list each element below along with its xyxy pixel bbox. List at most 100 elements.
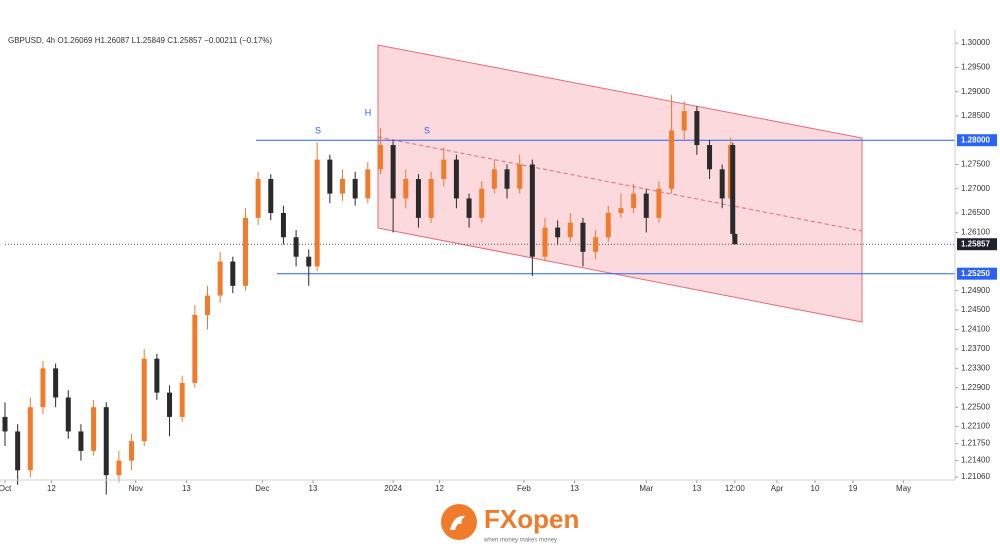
candle-body	[441, 159, 447, 180]
candle-body	[205, 295, 210, 315]
x-tick-label: Apr	[771, 484, 784, 493]
level-label: 1.25250	[961, 269, 990, 278]
y-tick-label: 1.23300	[961, 363, 990, 372]
candle-body	[732, 233, 738, 245]
candle-body	[517, 164, 523, 189]
candle-body	[365, 169, 371, 199]
candle-body	[154, 358, 160, 393]
candle-body	[719, 169, 725, 199]
brand-name: FXopen	[484, 504, 579, 534]
candle-body	[103, 407, 109, 476]
y-tick-label: 1.21750	[961, 439, 990, 448]
candle-body	[643, 193, 649, 218]
candle-body	[15, 431, 21, 471]
annotation: S	[424, 125, 430, 135]
candle-body	[694, 111, 700, 146]
x-tick-label: 13	[692, 484, 701, 493]
y-tick-label: 1.22500	[961, 402, 990, 411]
y-tick-label: 1.27500	[961, 160, 990, 169]
y-tick-label: 1.30000	[961, 38, 990, 47]
candle-body	[230, 261, 236, 286]
x-tick-label: 12	[435, 484, 444, 493]
y-tick-label: 1.21060	[961, 472, 990, 481]
candle-body	[403, 179, 409, 199]
x-tick-label: 19	[849, 484, 858, 493]
candle-body	[293, 237, 299, 257]
y-tick-label: 1.26500	[961, 208, 990, 217]
annotation: H	[365, 107, 372, 117]
x-tick-label: May	[896, 484, 911, 493]
candle-body	[242, 217, 248, 286]
candle-body	[631, 193, 637, 209]
candle-body	[352, 179, 358, 199]
candle-body	[504, 169, 510, 189]
candle-body	[390, 145, 396, 199]
y-tick-label: 1.24100	[961, 325, 990, 334]
candle-body	[116, 460, 122, 476]
last-price-label: 1.25857	[961, 239, 990, 248]
x-tick-label: Dec	[255, 484, 269, 493]
candle-body	[129, 441, 135, 461]
candle-body	[306, 256, 312, 267]
candle-body	[217, 261, 223, 296]
candle-body	[141, 358, 147, 442]
candle-body	[479, 188, 485, 218]
candle-body	[580, 222, 586, 252]
candle-body	[707, 145, 713, 170]
y-tick-label: 1.24900	[961, 286, 990, 295]
candle-body	[280, 213, 286, 238]
candle-body	[91, 407, 97, 451]
y-tick-label: 1.22100	[961, 422, 990, 431]
annotation: S	[315, 125, 321, 135]
y-tick-label: 1.23700	[961, 344, 990, 353]
level-label: 1.28000	[961, 135, 990, 144]
candle-body	[567, 222, 573, 238]
chart-title: GBPUSD, 4h O1.26069 H1.26087 L1.25849 C1…	[8, 36, 272, 45]
y-tick-label: 1.22900	[961, 383, 990, 392]
y-tick-label: 1.24500	[961, 305, 990, 314]
candle-body	[192, 314, 198, 383]
candle-body	[179, 382, 185, 417]
candle-body	[53, 368, 59, 398]
candle-body	[529, 164, 535, 257]
candle-body	[428, 179, 434, 218]
candle-body	[327, 159, 333, 194]
candle-body	[27, 407, 33, 471]
candle-body	[555, 227, 561, 238]
candle-body	[377, 145, 383, 170]
x-tick-label: Oct	[0, 484, 12, 493]
y-tick-label: 1.26100	[961, 228, 990, 237]
x-tick-label: 2024	[384, 484, 402, 493]
x-tick-label: 13	[570, 484, 579, 493]
candle-body	[167, 392, 173, 417]
candle-body	[656, 188, 662, 218]
channel-midline	[377, 136, 863, 232]
candle-body	[466, 198, 472, 218]
y-tick-label: 1.29000	[961, 87, 990, 96]
y-tick-label: 1.28500	[961, 111, 990, 120]
candle-body	[415, 179, 421, 218]
plot-layer: 1.30000 1.29500 1.29000 1.28500 1.27500 1.270…	[0, 38, 997, 495]
candle-body	[669, 130, 675, 189]
candle-body	[681, 111, 687, 131]
y-tick-label: 1.27000	[961, 184, 990, 193]
brand-tagline: when money makes money	[483, 538, 557, 544]
x-tick-label: Feb	[517, 484, 531, 493]
candle-body	[268, 179, 274, 214]
candle-body	[491, 169, 497, 189]
y-tick-label: 1.21400	[961, 456, 990, 465]
last-price-box	[957, 238, 997, 251]
candle-body	[605, 213, 611, 238]
x-tick-label: 12:00	[725, 484, 746, 493]
x-tick-label: 13	[309, 484, 318, 493]
level-label-box	[957, 134, 997, 147]
candle-body	[618, 208, 624, 214]
y-tick-label: 1.29500	[961, 62, 990, 71]
candle-body	[78, 431, 84, 451]
brand-logo: FXopen when money makes money	[441, 504, 579, 544]
x-tick-label: 10	[811, 484, 820, 493]
candle-body	[2, 416, 8, 432]
candle-body	[453, 159, 459, 199]
